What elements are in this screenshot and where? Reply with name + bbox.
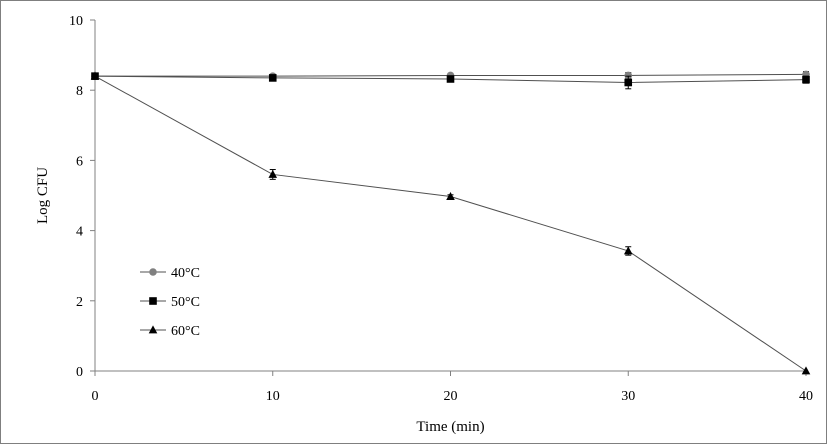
y-tick-label: 8 <box>76 84 83 99</box>
legend-marker <box>149 268 157 276</box>
data-point <box>624 78 633 87</box>
y-axis-title: Log CFU <box>35 167 51 224</box>
y-tick-label: 10 <box>69 14 83 29</box>
y-tick-label: 4 <box>76 225 83 240</box>
data-point <box>624 71 633 80</box>
series-2 <box>90 71 811 375</box>
data-point <box>446 191 455 200</box>
data-point <box>802 75 810 84</box>
legend-item: 50°C <box>140 295 200 310</box>
x-axis-title: Time (min) <box>416 419 484 435</box>
y-tick-label: 6 <box>76 154 83 169</box>
data-point <box>268 74 277 82</box>
y-tick-label: 0 <box>76 365 83 380</box>
data-point <box>623 246 633 255</box>
y-tick-label: 2 <box>76 295 83 310</box>
x-tick-label: 10 <box>266 389 280 404</box>
data-point <box>446 75 455 83</box>
legend-label: 40°C <box>171 266 200 281</box>
series-line <box>94 75 807 372</box>
legend-marker <box>148 325 158 334</box>
data-point <box>90 71 100 80</box>
series-layer <box>90 70 811 375</box>
x-tick-label: 30 <box>621 389 635 404</box>
series-1 <box>91 72 810 90</box>
x-tick-label: 0 <box>92 389 99 404</box>
axes: 0 2 4 6 8 10 0 10 20 30 40 <box>69 14 813 404</box>
data-point <box>268 169 278 178</box>
legend-item: 40°C <box>140 266 200 281</box>
legend-item: 60°C <box>140 324 200 339</box>
data-point <box>801 366 811 375</box>
legend-label: 60°C <box>171 324 200 339</box>
x-tick-label: 40 <box>799 389 813 404</box>
legend-marker <box>149 297 157 305</box>
x-tick-label: 20 <box>444 389 458 404</box>
legend-label: 50°C <box>171 295 200 310</box>
legend: 40°C 50°C 60°C <box>140 266 200 339</box>
